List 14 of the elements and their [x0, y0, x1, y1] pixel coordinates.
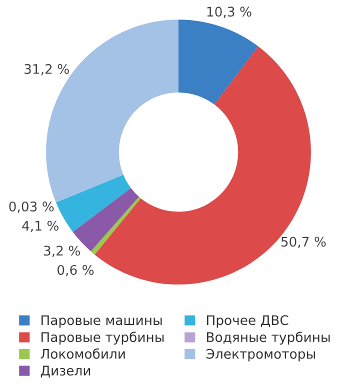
data-label: 31,2 % [24, 64, 69, 76]
data-label: 0,03 % [9, 202, 54, 213]
data-label: 0,6 % [58, 264, 94, 276]
data-label: 50,7 % [281, 236, 326, 248]
data-label: 4,1 % [22, 220, 59, 232]
legend-label: Электромоторы [206, 348, 315, 362]
legend-label: Дизели [40, 366, 90, 378]
data-label: 10,3 % [207, 6, 252, 18]
data-label: 3,2 % [44, 246, 80, 258]
legend-label: Паровые машины [42, 315, 162, 328]
legend-label: Водяные турбины [207, 332, 330, 345]
legend-label: Паровые турбины [42, 332, 164, 345]
legend-label: Прочее ДВС [207, 315, 288, 328]
legend-label: Локомобили [40, 348, 125, 359]
